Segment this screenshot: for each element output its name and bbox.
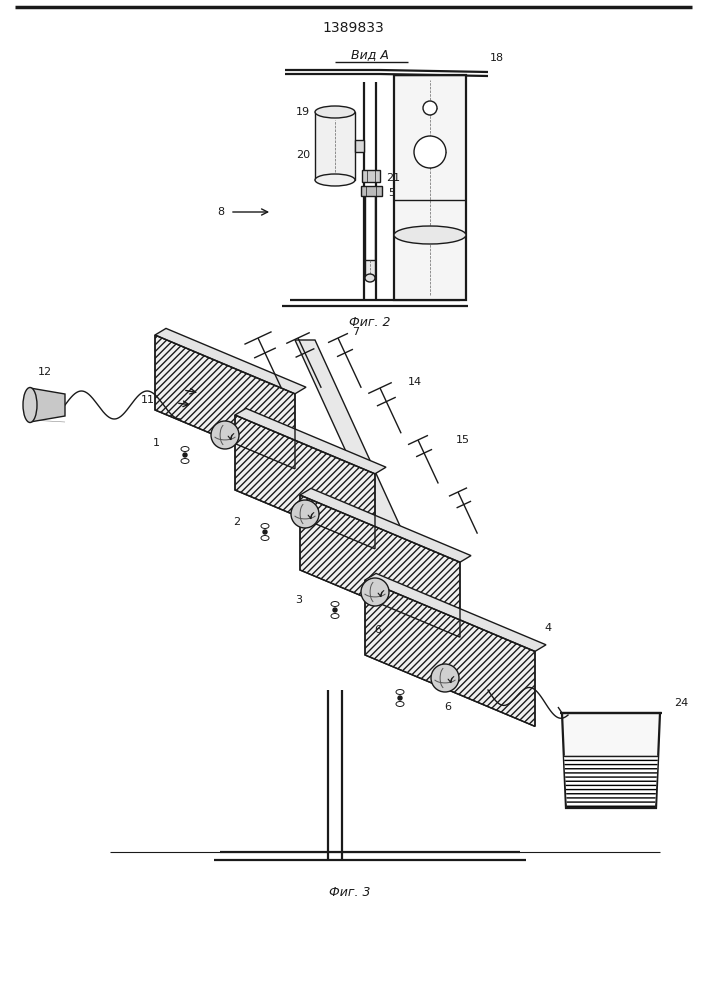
Circle shape	[263, 530, 267, 534]
Text: 2: 2	[233, 517, 240, 527]
Ellipse shape	[23, 387, 37, 422]
Text: 6: 6	[445, 702, 452, 712]
Ellipse shape	[365, 274, 375, 282]
Polygon shape	[300, 488, 471, 562]
Ellipse shape	[394, 226, 466, 244]
Polygon shape	[361, 186, 382, 196]
Circle shape	[414, 136, 446, 168]
Text: 11: 11	[141, 395, 155, 405]
Circle shape	[183, 453, 187, 457]
Text: Вид А: Вид А	[351, 48, 389, 62]
Text: 1389833: 1389833	[322, 21, 384, 35]
Polygon shape	[365, 260, 375, 278]
Text: 14: 14	[408, 377, 422, 387]
Circle shape	[431, 664, 459, 692]
Text: 15: 15	[456, 435, 470, 445]
Circle shape	[361, 578, 389, 606]
Polygon shape	[355, 140, 364, 152]
Polygon shape	[235, 408, 386, 474]
Polygon shape	[295, 340, 475, 690]
Circle shape	[333, 608, 337, 612]
Text: 18: 18	[490, 53, 504, 63]
Text: Фиг. 3: Фиг. 3	[329, 886, 370, 898]
Circle shape	[211, 421, 239, 449]
Ellipse shape	[315, 106, 355, 118]
Polygon shape	[365, 573, 546, 651]
Text: 19: 19	[296, 107, 310, 117]
Text: 6: 6	[375, 625, 382, 635]
Polygon shape	[235, 415, 375, 549]
Text: 21: 21	[386, 173, 400, 183]
Text: 3: 3	[295, 595, 302, 605]
Polygon shape	[155, 328, 306, 394]
Ellipse shape	[315, 174, 355, 186]
Polygon shape	[30, 388, 65, 422]
Circle shape	[398, 696, 402, 700]
Text: 8: 8	[217, 207, 224, 217]
Polygon shape	[155, 335, 295, 469]
Circle shape	[423, 101, 437, 115]
Circle shape	[291, 500, 319, 528]
Text: 12: 12	[38, 367, 52, 377]
Polygon shape	[562, 713, 660, 808]
Text: 20: 20	[296, 150, 310, 160]
Text: 24: 24	[674, 698, 688, 708]
Text: 1: 1	[153, 438, 160, 448]
Polygon shape	[564, 756, 658, 807]
Polygon shape	[300, 495, 460, 637]
Polygon shape	[315, 112, 355, 180]
Text: 4: 4	[544, 623, 551, 633]
Text: 5: 5	[388, 188, 395, 198]
Polygon shape	[394, 75, 466, 300]
Text: Фиг. 2: Фиг. 2	[349, 316, 391, 328]
Polygon shape	[362, 170, 380, 182]
Polygon shape	[365, 580, 535, 726]
Text: 7: 7	[352, 327, 360, 337]
